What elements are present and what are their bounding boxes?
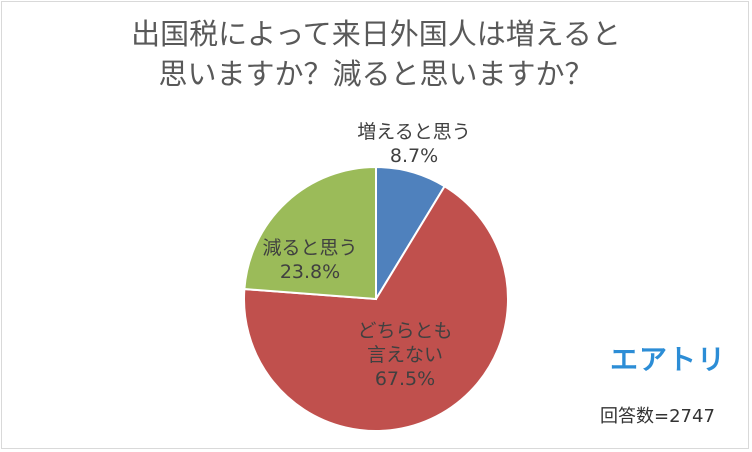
airtrip-logo: エアトリ bbox=[610, 343, 727, 376]
title-line-1: 出国税によって来日外国人は増えると bbox=[131, 17, 621, 51]
chart-title: 出国税によって来日外国人は増えると 思いますか？減ると思いますか？ bbox=[0, 14, 752, 94]
title-line-2: 思いますか？減ると思いますか？ bbox=[158, 57, 594, 91]
slice-decrease bbox=[243, 165, 377, 301]
slice-value-decrease: 23.8% bbox=[280, 261, 340, 283]
slice-value-neither: 67.5% bbox=[375, 368, 435, 390]
slice-label-increase: 増えると思う bbox=[357, 121, 470, 143]
slice-value-increase: 8.7% bbox=[390, 145, 438, 167]
slice-label-neither-line2: 言えない bbox=[367, 344, 443, 366]
respondent-count: 回答数=2747 bbox=[600, 406, 715, 427]
slice-label-decrease: 減ると思う bbox=[262, 237, 357, 259]
slice-label-neither-line1: どちらとも bbox=[357, 320, 452, 342]
slice-neither bbox=[243, 184, 509, 432]
